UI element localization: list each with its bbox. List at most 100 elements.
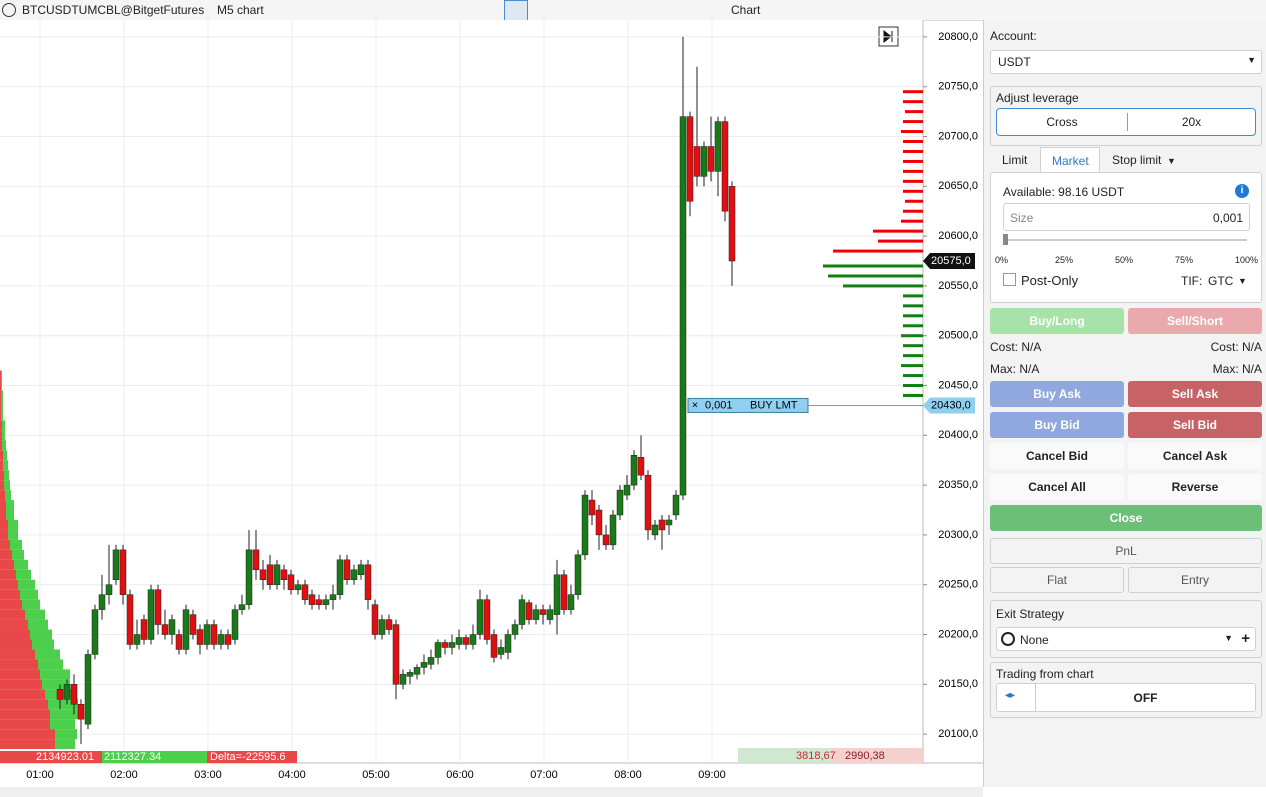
candle-body	[364, 564, 372, 600]
profile-buy	[4, 480, 10, 491]
sell-bid[interactable]: Sell Bid	[1128, 412, 1262, 438]
profile-sell	[0, 380, 1, 391]
available: Available: 98.16 USDT	[1003, 185, 1125, 199]
arrow: ▼	[1247, 55, 1256, 65]
candle-body	[378, 619, 386, 635]
y-tick-label: 20550,0	[938, 280, 978, 292]
tif[interactable]: GTC	[1208, 274, 1234, 288]
post-only[interactable]: Post-Only	[1021, 273, 1079, 288]
bid-bar	[903, 344, 923, 348]
profile-buy	[2, 420, 5, 431]
timeframe[interactable]: M5 chart	[217, 3, 264, 17]
profile-sell	[0, 410, 1, 421]
x-tick-label: 06:00	[446, 769, 474, 781]
candle-body	[119, 549, 127, 595]
slider-handle[interactable]	[1003, 234, 1008, 245]
candle-body	[63, 684, 71, 700]
tab-active[interactable]: Market	[1040, 147, 1100, 173]
sell-short[interactable]: Sell/Short	[1128, 308, 1262, 334]
candle-body	[399, 674, 407, 685]
profile-buy	[10, 539, 22, 550]
tif-label: TIF:	[1181, 274, 1203, 288]
buy-ask[interactable]: Buy Ask	[990, 381, 1124, 407]
profile-buy	[50, 719, 75, 730]
candle-body	[441, 642, 449, 648]
candle-body	[728, 186, 736, 262]
scrollbar[interactable]	[0, 787, 983, 797]
info-icon[interactable]: i	[1235, 184, 1249, 198]
profile-sell	[0, 719, 50, 730]
profile-sell	[0, 500, 6, 511]
profile-buy	[8, 529, 18, 540]
entry[interactable]: Entry	[1128, 567, 1262, 593]
tfc-state[interactable]: OFF	[1133, 691, 1158, 705]
profile-buy	[50, 709, 78, 720]
candle-body	[91, 609, 99, 655]
chart: 01:00 02:00 03:00 04:00 05:00 06:00 07:00 08:00…	[0, 20, 983, 797]
candle-body	[70, 684, 78, 705]
close[interactable]: Close	[990, 505, 1262, 531]
candle-body	[196, 629, 204, 645]
margin-mode[interactable]: Cross	[1046, 115, 1078, 129]
profile-buy	[22, 599, 40, 610]
candle-body	[714, 121, 722, 172]
bid-bar	[903, 393, 923, 397]
candle-body	[616, 489, 624, 516]
tab[interactable]: Limit	[1002, 153, 1028, 167]
flat[interactable]: Flat	[990, 567, 1124, 593]
order-size: 0,001	[705, 399, 733, 411]
add[interactable]: +	[1241, 630, 1250, 647]
cancel-all[interactable]: Cancel All	[990, 474, 1124, 500]
checkbox[interactable]	[1003, 273, 1016, 286]
x-tick-label: 04:00	[278, 769, 306, 781]
symbol[interactable]: BTCUSDTUMCBL@BitgetFutures	[22, 3, 205, 17]
candle-body	[175, 634, 183, 650]
order-kind: BUY LMT	[750, 399, 798, 411]
profile-sell	[0, 470, 4, 481]
account-select[interactable]: USDT ▼	[990, 50, 1262, 74]
pnl[interactable]: PnL	[990, 538, 1262, 564]
candle-body	[182, 609, 190, 650]
cancel-ask[interactable]: Cancel Ask	[1128, 443, 1262, 469]
slider-mark: 50%	[1115, 255, 1134, 265]
profile-sell	[0, 559, 14, 570]
exit-select[interactable]: None ▼ +	[996, 627, 1256, 651]
size-input[interactable]: Size 0,001	[1003, 203, 1250, 231]
profile-buy	[2, 430, 5, 441]
sell-ask[interactable]: Sell Ask	[1128, 381, 1262, 407]
y-tick-label: 20250,0	[938, 579, 978, 591]
tab[interactable]: Market	[1052, 154, 1089, 168]
candle-body	[238, 604, 246, 610]
leverage[interactable]: 20x	[1181, 115, 1202, 129]
profile-sell	[0, 639, 32, 650]
max: Max: N/A	[1212, 362, 1262, 376]
reverse[interactable]: Reverse	[1128, 474, 1262, 500]
candle-body	[686, 116, 694, 202]
tab[interactable]: Stop limit	[1112, 153, 1162, 167]
profile-sell	[0, 609, 25, 620]
leverage-group: Adjust leverage Cross 20x	[990, 86, 1262, 146]
candle-body	[448, 642, 456, 648]
slider[interactable]	[1005, 239, 1247, 241]
profile-buy	[1, 370, 2, 381]
profile-buy	[35, 649, 60, 660]
order-price-tag	[923, 397, 975, 414]
x-tick-label: 09:00	[698, 769, 726, 781]
candle-body	[546, 609, 554, 620]
profile-buy	[6, 510, 14, 520]
exit-group: Exit Strategy None ▼ +	[990, 600, 1262, 658]
candle-body	[623, 484, 631, 496]
leverage-toggle[interactable]: Cross 20x	[996, 108, 1256, 136]
candle-body	[630, 454, 638, 486]
profile-buy	[40, 669, 70, 680]
candle-body	[392, 624, 400, 685]
buy-long[interactable]: Buy/Long	[990, 308, 1124, 334]
cancel-bid[interactable]: Cancel Bid	[990, 443, 1124, 469]
profile-buy	[32, 639, 54, 650]
bid-bar	[843, 284, 923, 288]
buy-bid[interactable]: Buy Bid	[990, 412, 1124, 438]
x-tick-label: 07:00	[530, 769, 558, 781]
profile-sell	[0, 699, 48, 710]
x-tick-label: 05:00	[362, 769, 390, 781]
tfc-toggle[interactable]: ◂▸ OFF	[996, 683, 1256, 712]
